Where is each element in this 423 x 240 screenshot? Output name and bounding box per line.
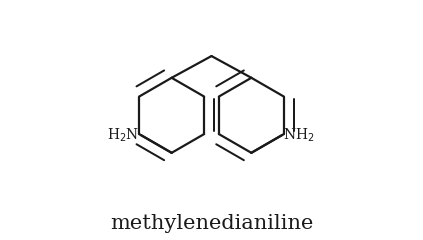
Text: NH$_2$: NH$_2$ [283,126,315,144]
Text: H$_2$N: H$_2$N [107,126,140,144]
Text: methylenedianiline: methylenedianiline [110,214,313,233]
